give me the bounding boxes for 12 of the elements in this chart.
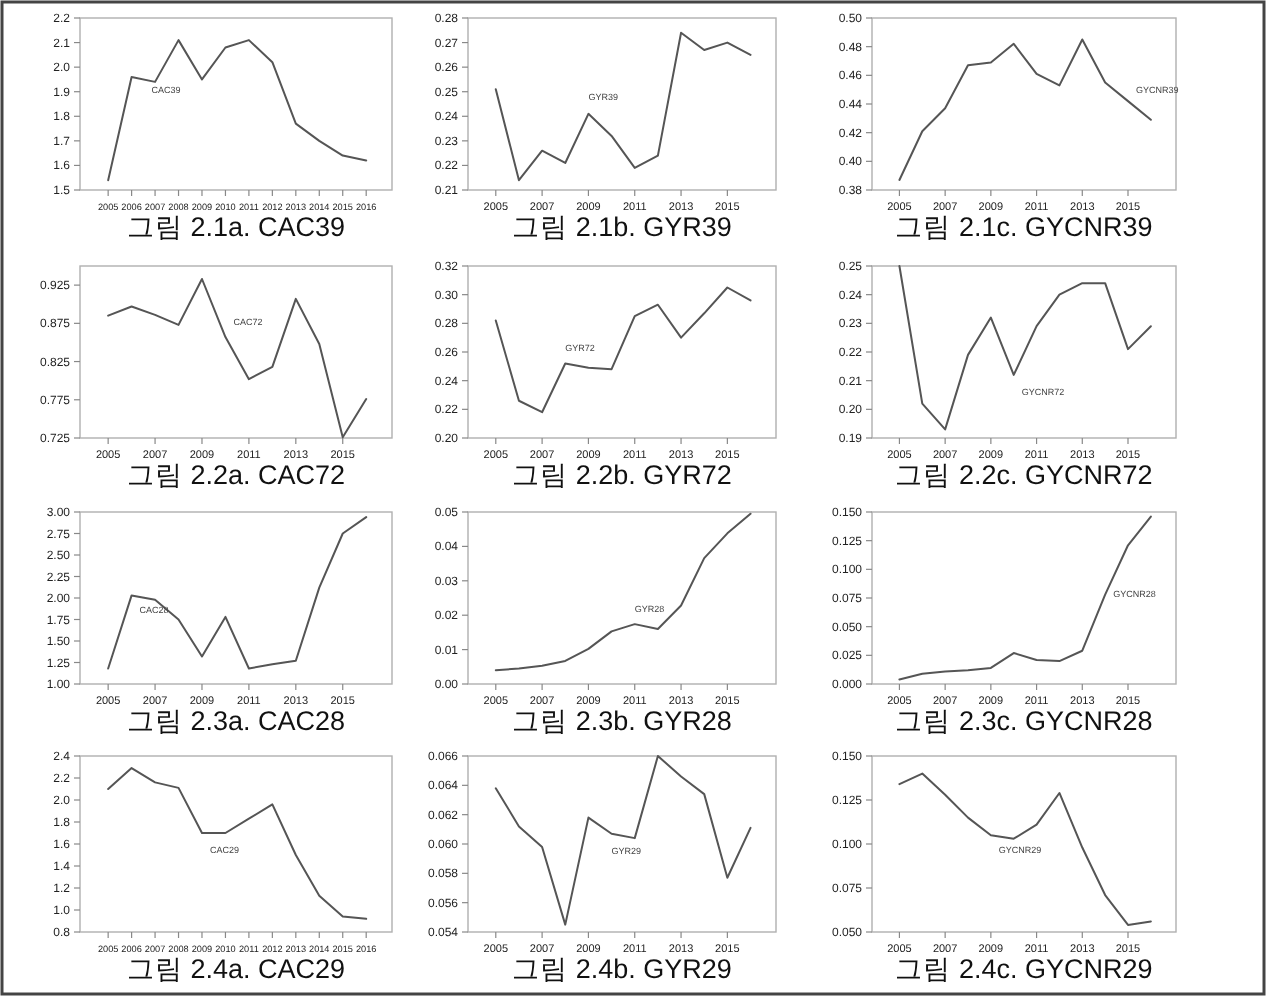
text: 그림 2.3b. GYR28	[512, 706, 732, 736]
text: 그림 2.4c. GYCNR29	[895, 954, 1153, 984]
text: 그림 2.2c. GYCNR72	[895, 460, 1153, 490]
text: 그림 2.1c. GYCNR39	[895, 212, 1153, 242]
text: 그림 2.4b. GYR29	[512, 954, 732, 984]
text: 그림 2.1a. CAC39	[126, 212, 346, 242]
text: 그림 2.3c. GYCNR28	[895, 706, 1153, 736]
text: 그림 2.3a. CAC28	[126, 706, 346, 736]
text: 그림 2.1b. GYR39	[512, 212, 732, 242]
text: 그림 2.2b. GYR72	[512, 460, 732, 490]
text: 그림 2.2a. CAC72	[126, 460, 346, 490]
text: 그림 2.4a. CAC29	[126, 954, 346, 984]
